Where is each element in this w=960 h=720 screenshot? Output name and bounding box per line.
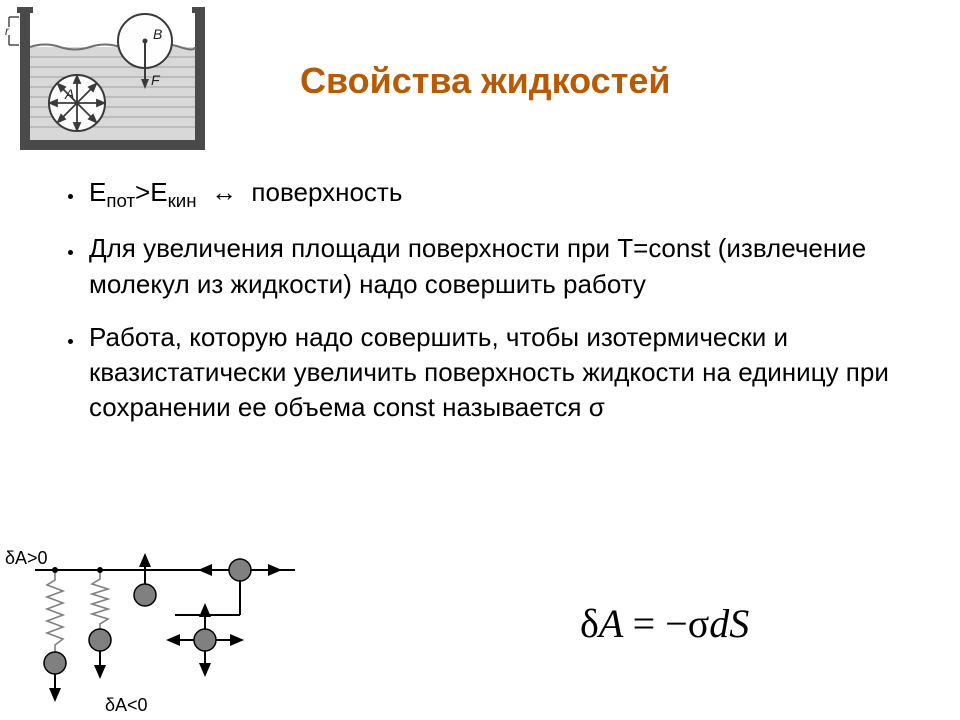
bullet-item: Работа, которую надо совершить, чтобы из… <box>85 320 900 425</box>
formula: δA = −σdS <box>580 600 749 647</box>
bullet-item: Для увеличения площади поверхности при T… <box>85 231 900 301</box>
bullet-item: Епот>Екин ↔ поверхность <box>85 175 900 213</box>
slide-title: Свойства жидкостей <box>300 60 670 102</box>
annotation-dA-negative: δA<0 <box>105 695 148 716</box>
vessel-diagram: r B F A <box>5 5 205 155</box>
bullet-list: Епот>Екин ↔ поверхность Для увеличения п… <box>85 175 900 443</box>
label-F: F <box>151 72 161 88</box>
molecule-diagram <box>5 545 305 705</box>
label-B: B <box>153 26 162 42</box>
